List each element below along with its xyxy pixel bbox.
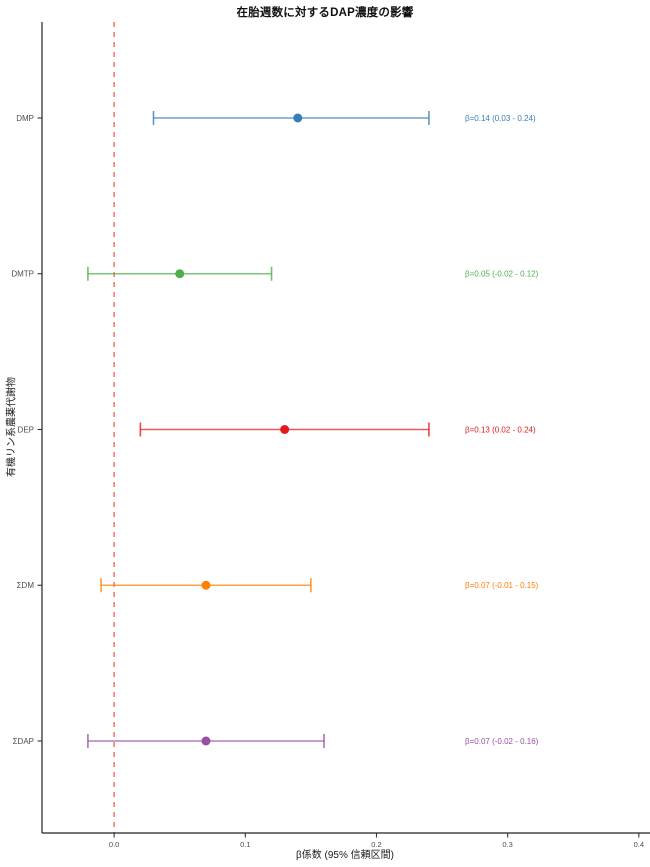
x-tick-label: 0.4 <box>634 840 644 849</box>
x-axis-title: β係数 (95% 信頼区間) <box>296 850 394 861</box>
beta-annotation: β=0.07 (-0.02 - 0.16) <box>465 737 539 746</box>
x-tick-label: 0.0 <box>109 840 119 849</box>
y-category-label: ΣDM <box>17 581 35 590</box>
point-estimate <box>175 269 185 279</box>
point-estimate <box>201 736 211 746</box>
beta-annotation: β=0.05 (-0.02 - 0.12) <box>465 270 539 279</box>
y-category-label: DMP <box>16 114 34 123</box>
point-estimate <box>293 113 303 123</box>
y-category-label: ΣDAP <box>13 737 34 746</box>
beta-annotation: β=0.13 (0.02 - 0.24) <box>465 425 536 434</box>
y-category-label: DEP <box>18 425 34 434</box>
x-tick-label: 0.3 <box>502 840 512 849</box>
beta-annotation: β=0.14 (0.03 - 0.24) <box>465 114 536 123</box>
beta-annotation: β=0.07 (-0.01 - 0.15) <box>465 581 539 590</box>
point-estimate <box>280 425 290 434</box>
x-tick-label: 0.2 <box>371 840 381 849</box>
chart-title: 在胎週数に対するDAP濃度の影響 <box>236 7 414 19</box>
point-estimate <box>201 580 211 590</box>
x-tick-label: 0.1 <box>240 840 250 849</box>
y-category-label: DMTP <box>11 270 34 279</box>
